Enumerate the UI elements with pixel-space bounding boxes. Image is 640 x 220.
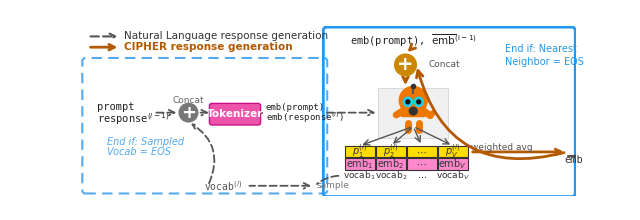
Text: ${\rm emb}_V$: ${\rm emb}_V$ (438, 157, 467, 171)
Text: Natural Language response generation: Natural Language response generation (124, 31, 328, 41)
Text: vocab$_1$: vocab$_1$ (344, 170, 376, 182)
Text: Tokenizer: Tokenizer (207, 109, 263, 119)
Text: Concat: Concat (429, 61, 460, 69)
FancyBboxPatch shape (401, 100, 426, 117)
Text: response$^{(l-1)}$: response$^{(l-1)}$ (97, 111, 170, 127)
Text: $\cdots$: $\cdots$ (417, 159, 427, 169)
FancyBboxPatch shape (376, 146, 406, 157)
Text: ${\rm emb}_2$: ${\rm emb}_2$ (377, 157, 404, 171)
Circle shape (414, 97, 423, 106)
Circle shape (417, 100, 420, 104)
Text: Vocab = EOS: Vocab = EOS (107, 147, 171, 157)
Text: End if: Nearest
Neighbor = EOS: End if: Nearest Neighbor = EOS (505, 44, 584, 67)
Text: $p_1^{(l)}$: $p_1^{(l)}$ (352, 143, 367, 160)
FancyBboxPatch shape (345, 146, 374, 157)
FancyBboxPatch shape (407, 158, 436, 170)
FancyArrowPatch shape (417, 71, 564, 159)
Circle shape (179, 103, 198, 122)
FancyBboxPatch shape (438, 146, 467, 157)
Circle shape (410, 107, 417, 115)
Circle shape (406, 100, 410, 104)
Text: End if: Sampled: End if: Sampled (107, 137, 184, 147)
Text: prompt: prompt (97, 102, 134, 112)
FancyBboxPatch shape (438, 158, 467, 170)
FancyBboxPatch shape (407, 146, 436, 157)
FancyArrowPatch shape (193, 125, 214, 183)
Text: vocab$_2$: vocab$_2$ (374, 170, 407, 182)
Text: weighted avg: weighted avg (472, 143, 533, 152)
FancyBboxPatch shape (378, 88, 448, 138)
Text: +: + (181, 104, 196, 122)
Text: emb(prompt), $\overline{\rm emb}^{(l-1)}$: emb(prompt), $\overline{\rm emb}^{(l-1)}… (350, 32, 477, 49)
Circle shape (395, 54, 417, 76)
Circle shape (399, 86, 428, 114)
Text: $p_2^{(l)}$: $p_2^{(l)}$ (383, 143, 399, 160)
Text: vocab$_V$: vocab$_V$ (436, 170, 470, 182)
Text: emb(prompt): emb(prompt) (266, 103, 325, 112)
Text: Concat: Concat (173, 96, 204, 105)
Text: +: + (397, 55, 413, 74)
Text: $p_V^{(l)}$: $p_V^{(l)}$ (445, 143, 460, 160)
Text: $\cdots$: $\cdots$ (417, 171, 427, 180)
Text: emb: emb (564, 155, 583, 165)
Text: emb(response$^{(l)}$): emb(response$^{(l)}$) (266, 111, 344, 125)
Text: CIPHER response generation: CIPHER response generation (124, 42, 293, 52)
Text: vocab$^{(l)}$: vocab$^{(l)}$ (204, 179, 243, 193)
Text: ${\rm emb}_1$: ${\rm emb}_1$ (346, 157, 374, 171)
Circle shape (403, 97, 412, 106)
FancyBboxPatch shape (209, 103, 260, 125)
Text: sample: sample (316, 181, 349, 190)
FancyBboxPatch shape (376, 158, 406, 170)
FancyBboxPatch shape (345, 158, 374, 170)
Text: $\cdots$: $\cdots$ (417, 147, 427, 156)
